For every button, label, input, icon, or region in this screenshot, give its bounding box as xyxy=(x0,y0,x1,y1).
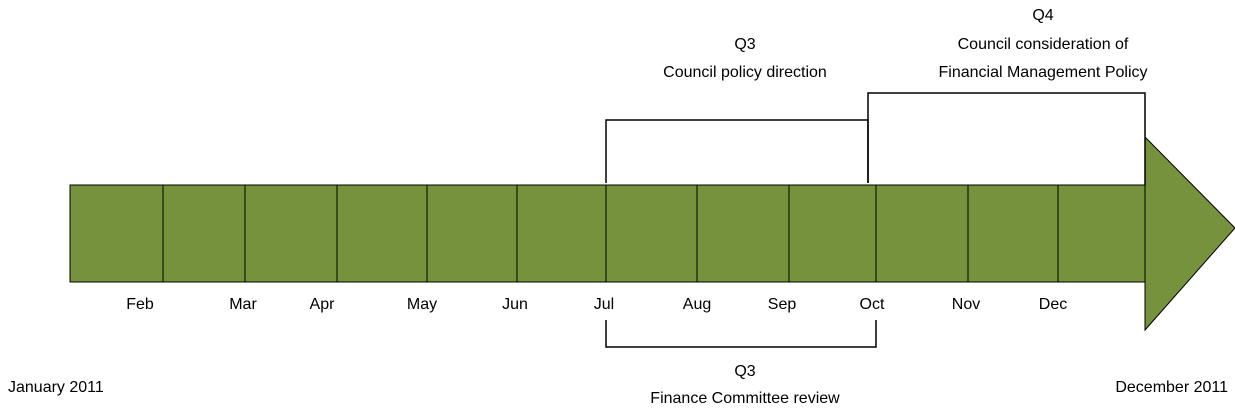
bracket-quarter: Q3 xyxy=(734,363,755,380)
month-label: Mar xyxy=(229,296,257,313)
bracket-label: Council consideration of xyxy=(958,36,1129,53)
bracket-quarter: Q3 xyxy=(734,36,755,53)
month-label: Sep xyxy=(768,296,797,313)
month-label: Nov xyxy=(952,296,980,313)
bracket-q3-council xyxy=(605,119,869,183)
month-segment xyxy=(1057,184,1146,283)
bracket-label: Finance Committee review xyxy=(650,390,840,407)
month-label: Aug xyxy=(683,296,711,313)
month-label: Jul xyxy=(594,296,614,313)
month-segment xyxy=(516,184,607,283)
bracket-label: Council policy direction xyxy=(663,64,827,81)
month-segment xyxy=(696,184,790,283)
bracket-label: Financial Management Policy xyxy=(939,64,1148,81)
month-segment xyxy=(426,184,518,283)
month-label: May xyxy=(407,296,437,313)
month-segment xyxy=(605,184,698,283)
month-label: Apr xyxy=(310,296,336,313)
month-segment xyxy=(69,184,164,283)
bracket-quarter: Q4 xyxy=(1032,7,1053,24)
month-segment xyxy=(875,184,969,283)
bracket-q3-finance xyxy=(605,320,877,348)
month-label: Feb xyxy=(126,296,154,313)
month-segment xyxy=(788,184,877,283)
start-label: January 2011 xyxy=(8,379,104,396)
month-label: Jun xyxy=(502,296,528,313)
month-label: Dec xyxy=(1039,296,1067,313)
end-label: December 2011 xyxy=(1115,379,1228,396)
month-segment xyxy=(162,184,246,283)
month-segment xyxy=(336,184,428,283)
month-label: Oct xyxy=(860,296,885,313)
bracket-q4-council xyxy=(867,92,1146,185)
month-segment xyxy=(244,184,338,283)
arrow-head xyxy=(1144,135,1235,332)
month-labels: Feb Mar Apr May Jun Jul Aug Sep Oct Nov Dec xyxy=(126,296,1067,313)
month-segment xyxy=(967,184,1059,283)
timeline-arrow xyxy=(69,135,1235,332)
